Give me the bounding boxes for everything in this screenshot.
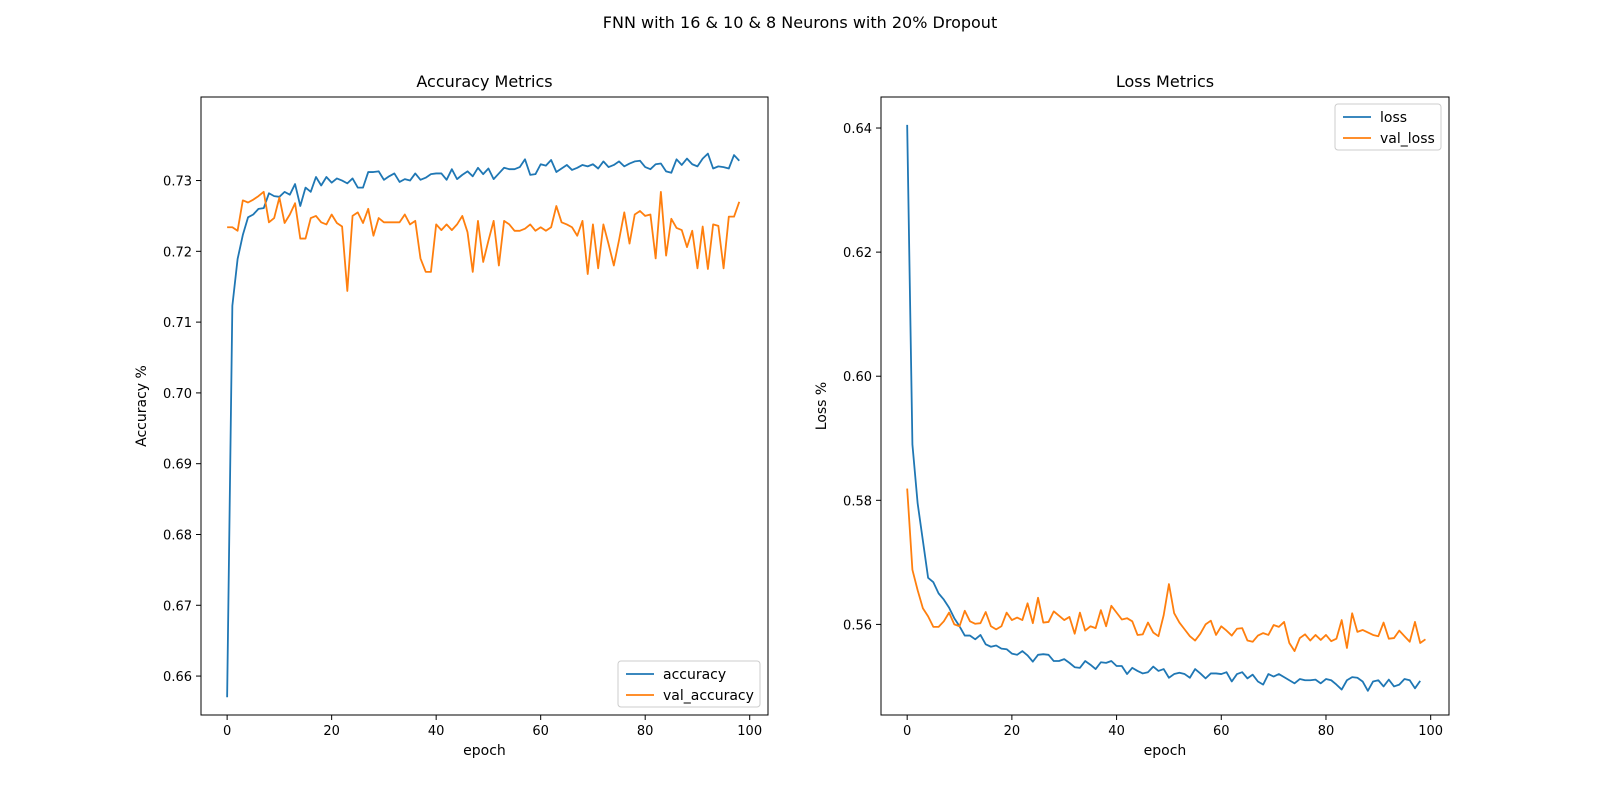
accuracy-y-tick-label: 0.69 <box>163 458 192 473</box>
accuracy-chart-title: Accuracy Metrics <box>416 72 552 91</box>
loss-x-tick-label: 0 <box>903 724 911 739</box>
loss-series-line-loss <box>906 124 1421 692</box>
accuracy-y-tick-label: 0.71 <box>163 316 192 331</box>
accuracy-x-tick-label: 0 <box>223 724 231 739</box>
accuracy-plot-frame <box>200 96 769 716</box>
loss-series-line-val-loss <box>906 488 1426 652</box>
loss-y-axis-label: Loss % <box>814 382 830 430</box>
loss-legend-label-val-loss: val_loss <box>1380 131 1435 147</box>
loss-plot-frame <box>880 96 1450 716</box>
accuracy-x-tick-label: 20 <box>323 724 340 739</box>
accuracy-chart: Accuracy Metrics 0 20 40 60 80 100 0.66 0.67 0.68… <box>134 72 769 759</box>
loss-legend-label-loss: loss <box>1380 110 1407 126</box>
accuracy-y-tick-label: 0.73 <box>163 175 192 190</box>
figure-title: FNN with 16 & 10 & 8 Neurons with 20% Dr… <box>603 13 997 32</box>
loss-x-tick-label: 40 <box>1108 724 1125 739</box>
loss-y-tick-label: 0.62 <box>843 246 872 261</box>
accuracy-x-tick-label: 60 <box>532 724 549 739</box>
accuracy-y-tick-label: 0.68 <box>163 528 192 543</box>
loss-y-tick-label: 0.56 <box>843 618 872 633</box>
accuracy-legend-label-accuracy: accuracy <box>663 667 726 683</box>
accuracy-x-tick-label: 40 <box>428 724 445 739</box>
accuracy-y-axis-label: Accuracy % <box>134 365 150 447</box>
accuracy-legend-label-val-accuracy: val_accuracy <box>663 688 754 704</box>
loss-x-axis-label: epoch <box>1144 743 1187 759</box>
accuracy-y-tick-label: 0.66 <box>163 670 192 685</box>
loss-y-tick-label: 0.58 <box>843 494 872 509</box>
accuracy-x-tick-label: 100 <box>737 724 762 739</box>
accuracy-series-line-accuracy <box>226 152 740 698</box>
accuracy-y-tick-label: 0.67 <box>163 599 192 614</box>
accuracy-x-tick-label: 80 <box>637 724 654 739</box>
loss-x-tick-label: 100 <box>1418 724 1443 739</box>
accuracy-y-tick-label: 0.72 <box>163 245 192 260</box>
loss-x-tick-label: 80 <box>1318 724 1335 739</box>
accuracy-x-axis-label: epoch <box>463 743 506 759</box>
accuracy-legend: accuracy val_accuracy <box>617 660 761 708</box>
loss-y-tick-label: 0.60 <box>843 370 872 385</box>
loss-x-tick-label: 60 <box>1213 724 1230 739</box>
loss-legend: loss val_loss <box>1334 103 1442 151</box>
loss-chart: Loss Metrics 0 20 40 60 80 100 0.56 0.58 0.60 0.62… <box>814 72 1450 759</box>
loss-chart-title: Loss Metrics <box>1116 72 1214 91</box>
loss-y-tick-label: 0.64 <box>843 122 872 137</box>
accuracy-series-line-val-accuracy <box>227 190 741 292</box>
loss-x-tick-label: 20 <box>1004 724 1021 739</box>
accuracy-y-tick-label: 0.70 <box>163 387 192 402</box>
